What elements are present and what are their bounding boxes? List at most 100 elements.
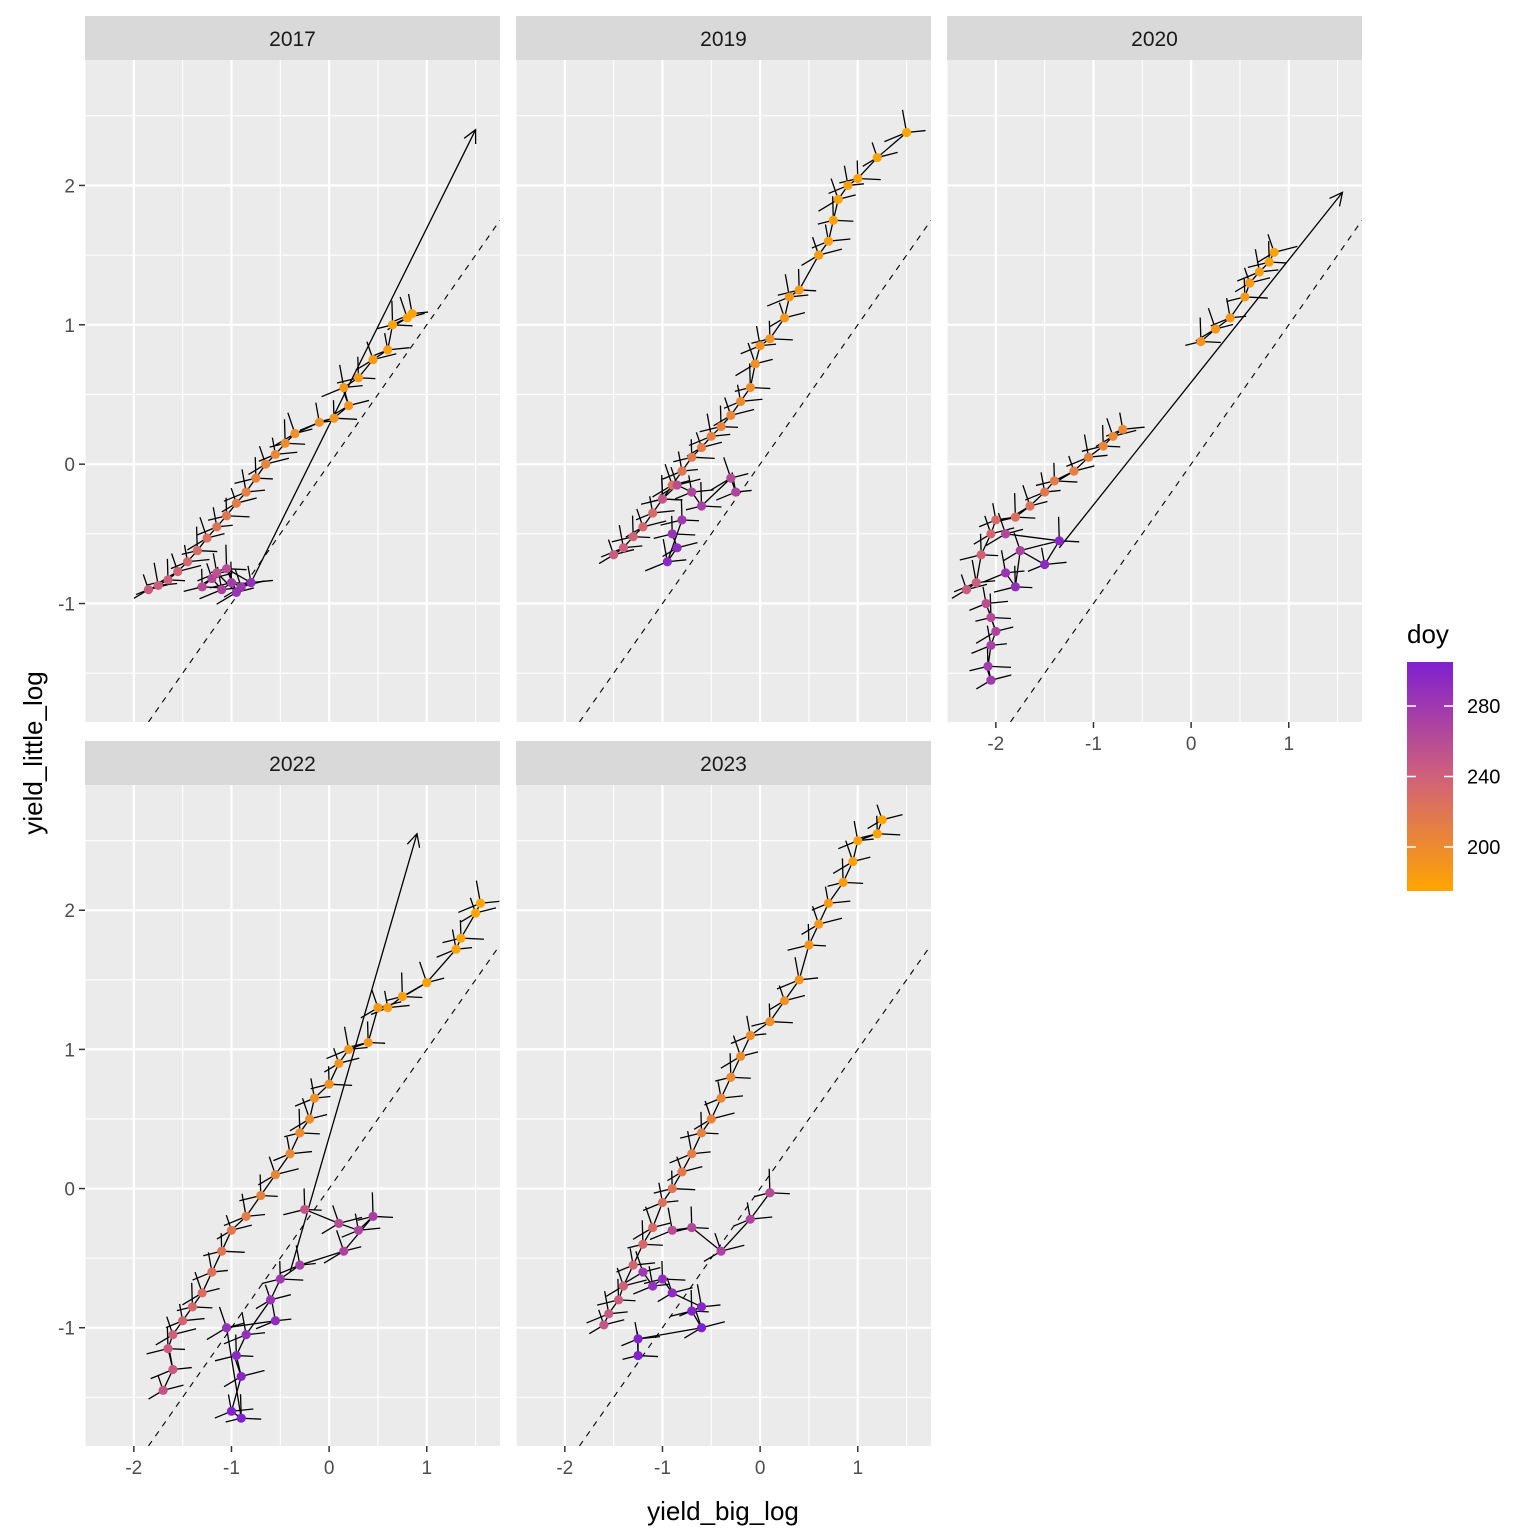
- x-axis-title: yield_big_log: [647, 1496, 799, 1526]
- trajectory-segment: [749, 1192, 771, 1220]
- data-point: [329, 413, 339, 423]
- data-point: [226, 1225, 237, 1235]
- panel-background: [516, 60, 931, 722]
- data-point: [814, 919, 824, 929]
- data-point: [217, 1246, 227, 1256]
- data-point: [633, 1334, 643, 1344]
- data-point: [1000, 568, 1011, 578]
- x-tick-label: -2: [125, 1458, 142, 1479]
- data-point: [687, 1306, 697, 1316]
- x-tick-label: -1: [1085, 734, 1102, 755]
- panel-background: [947, 60, 1362, 722]
- data-point: [363, 1037, 373, 1048]
- data-point: [1254, 267, 1265, 277]
- data-point: [1010, 582, 1020, 592]
- panel-background: [85, 60, 500, 722]
- data-point: [368, 355, 378, 365]
- data-point: [628, 1260, 638, 1270]
- data-point: [735, 1051, 746, 1061]
- data-point: [687, 452, 697, 462]
- trajectory-segment: [876, 131, 908, 159]
- data-point: [976, 550, 986, 560]
- y-tick-label: 0: [64, 1180, 75, 1201]
- data-point: [848, 856, 858, 867]
- facet-strip: [516, 741, 931, 785]
- data-point: [677, 1167, 687, 1177]
- trajectory-segment: [1044, 540, 1060, 565]
- data-point: [344, 401, 354, 411]
- data-point: [1054, 536, 1064, 546]
- data-point: [823, 236, 834, 246]
- x-tick-label: -2: [987, 734, 1004, 755]
- data-point: [696, 1128, 707, 1138]
- data-point: [638, 1239, 648, 1249]
- data-point: [153, 580, 163, 591]
- data-point: [217, 585, 227, 595]
- data-point: [983, 661, 993, 671]
- reference-line-1to1: [148, 944, 500, 1446]
- y-tick-label: 0: [64, 455, 75, 476]
- data-point: [872, 152, 882, 163]
- data-point: [755, 341, 765, 351]
- trajectory-segment: [426, 948, 457, 984]
- trajectory-segment: [299, 1250, 344, 1266]
- data-point: [270, 449, 281, 460]
- data-point: [1025, 501, 1035, 511]
- x-tick-label: -2: [556, 1458, 573, 1479]
- data-point: [1015, 545, 1025, 556]
- data-point: [750, 359, 760, 369]
- legend-title: doy: [1407, 619, 1449, 649]
- data-point: [339, 1246, 349, 1256]
- data-point: [1118, 424, 1128, 434]
- data-point: [1245, 278, 1255, 288]
- data-point: [657, 494, 668, 504]
- y-tick-label: 2: [64, 176, 75, 197]
- data-point: [986, 529, 996, 539]
- data-point: [261, 459, 271, 469]
- reference-line-1to1: [579, 944, 931, 1446]
- data-point: [716, 1093, 726, 1103]
- data-point: [1108, 431, 1118, 441]
- data-point: [295, 1128, 305, 1138]
- data-point: [794, 285, 804, 295]
- data-point: [828, 215, 838, 225]
- data-point: [295, 1260, 305, 1270]
- data-point: [192, 545, 202, 556]
- x-tick-label: 0: [324, 1458, 335, 1479]
- trajectory-segment: [245, 1299, 272, 1336]
- data-point: [779, 313, 790, 323]
- trajectory-segment: [857, 157, 878, 179]
- data-point: [451, 944, 461, 954]
- data-point: [334, 1058, 344, 1068]
- data-point: [843, 180, 853, 191]
- data-point: [202, 533, 212, 543]
- trajectory-segment: [304, 1208, 340, 1224]
- legend-tick-label: 200: [1467, 837, 1500, 859]
- data-point: [726, 1072, 736, 1082]
- data-point: [212, 568, 222, 578]
- data-point: [716, 1246, 726, 1256]
- data-point: [383, 1003, 393, 1013]
- data-point: [696, 1302, 707, 1312]
- data-point: [986, 675, 996, 685]
- data-point: [648, 1281, 658, 1291]
- data-point: [270, 1170, 281, 1180]
- data-point: [687, 1222, 697, 1233]
- facet-panel-2023: 2023 -2 -1 0 1: [515, 741, 931, 1479]
- x-tick-label: 1: [852, 1458, 863, 1479]
- facet-panel-2019: 2019: [515, 16, 931, 722]
- data-point: [961, 585, 972, 595]
- data-point: [241, 487, 251, 497]
- facet-strip-label: 2019: [700, 28, 747, 51]
- data-point: [604, 1309, 614, 1319]
- data-point: [853, 173, 863, 184]
- data-point: [877, 815, 887, 825]
- data-point: [280, 438, 290, 448]
- data-point: [187, 1302, 198, 1312]
- data-point: [696, 1323, 707, 1333]
- trajectory-segment: [230, 1376, 242, 1412]
- data-point: [221, 564, 232, 574]
- x-tick-label: 1: [421, 1458, 432, 1479]
- facet-strip-label: 2023: [700, 753, 747, 776]
